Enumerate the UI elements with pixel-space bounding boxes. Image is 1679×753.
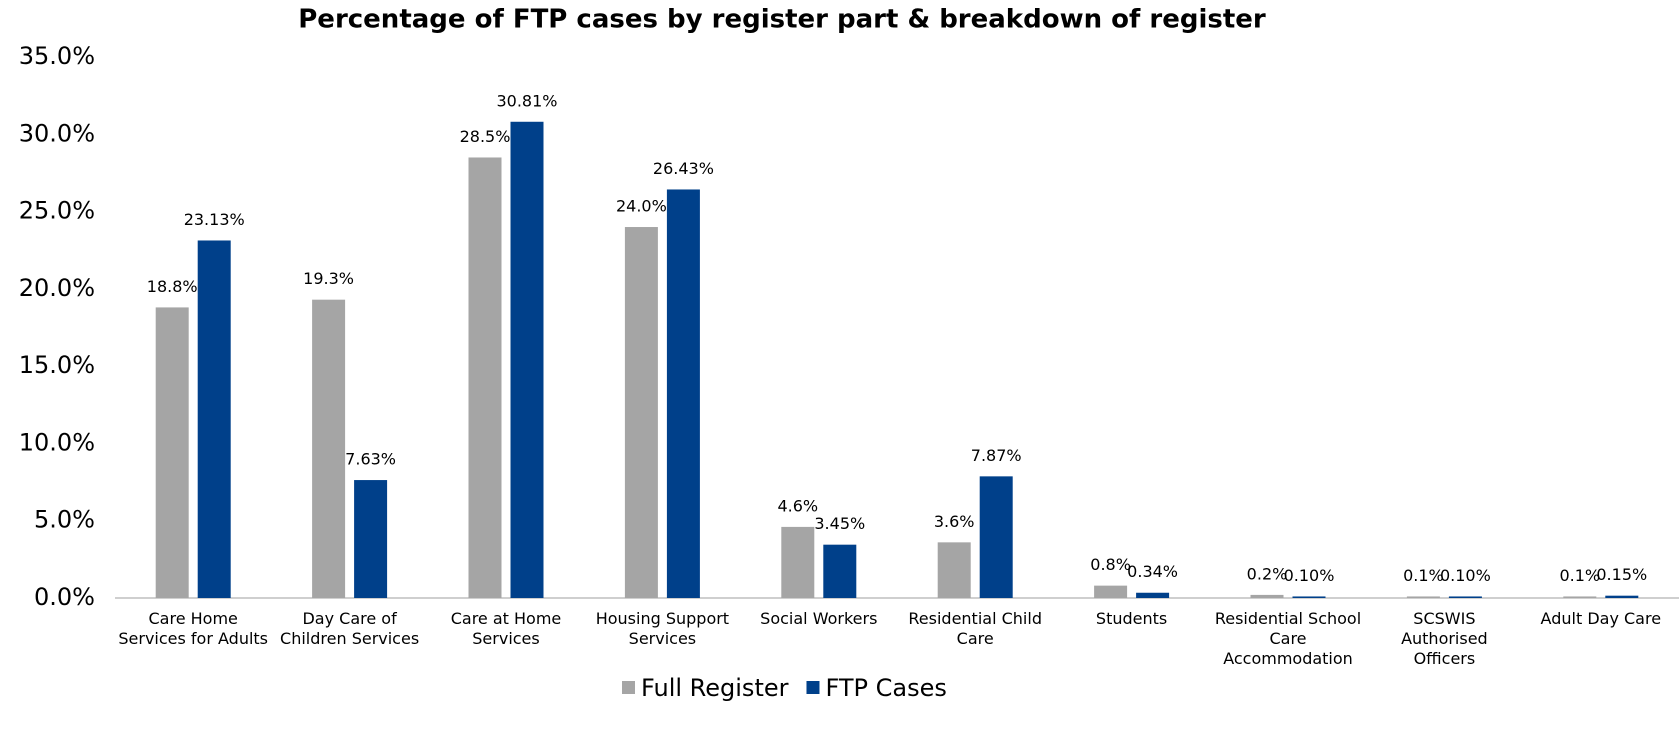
y-tick-label: 15.0% (19, 351, 95, 379)
bar (468, 157, 502, 598)
bar (354, 480, 388, 598)
bar (624, 227, 658, 598)
data-label: 0.10% (1440, 566, 1491, 585)
bar (1136, 592, 1170, 598)
x-tick-label: Day Care of Children Services (280, 609, 420, 648)
data-label: 0.8% (1090, 555, 1131, 574)
x-tick-label: Students (1095, 609, 1168, 628)
data-label: 7.87% (971, 446, 1022, 465)
data-label: 0.1% (1403, 566, 1444, 585)
legend-label: FTP Cases (825, 674, 946, 702)
data-label: 0.1% (1559, 566, 1600, 585)
data-label: 7.63% (345, 450, 396, 469)
data-label: 28.5% (460, 127, 511, 146)
y-tick-label: 30.0% (19, 119, 95, 147)
data-label: 0.34% (1127, 562, 1178, 581)
chart-title: Percentage of FTP cases by register part… (298, 5, 1266, 35)
bar (666, 189, 700, 598)
x-tick-label: Adult Day Care (1540, 609, 1662, 628)
data-label: 19.3% (303, 269, 354, 288)
bar (1563, 596, 1597, 598)
bar (937, 542, 971, 598)
x-tick-label: Care at Home Services (450, 609, 562, 648)
y-tick-label: 20.0% (19, 274, 95, 302)
y-tick-label: 25.0% (19, 197, 95, 225)
bar (312, 299, 346, 598)
bar (979, 476, 1013, 598)
y-tick-label: 0.0% (34, 583, 95, 611)
legend-swatch (806, 681, 820, 694)
x-tick-label: Residential Child Care (908, 609, 1042, 648)
bar (1292, 596, 1326, 598)
bar (197, 240, 231, 598)
data-label: 24.0% (616, 197, 667, 216)
legend-swatch (622, 681, 635, 694)
data-label: 4.6% (777, 496, 818, 515)
data-label: 0.10% (1284, 566, 1335, 585)
legend-label: Full Register (641, 674, 789, 702)
data-label: 26.43% (653, 159, 714, 178)
y-tick-label: 10.0% (19, 428, 95, 456)
y-tick-label: 5.0% (34, 506, 95, 534)
bar (823, 544, 857, 598)
data-label: 18.8% (147, 277, 198, 296)
data-label: 3.45% (814, 514, 865, 533)
x-tick-label: Care Home Services for Adults (118, 609, 269, 648)
bar (155, 307, 189, 598)
data-label: 0.15% (1596, 565, 1647, 584)
data-label: 30.81% (496, 91, 557, 110)
bar (1448, 596, 1482, 598)
bar (1250, 594, 1284, 598)
bar (510, 121, 544, 598)
data-label: 23.13% (184, 210, 245, 229)
bar (1605, 595, 1639, 598)
data-label: 3.6% (934, 512, 975, 531)
bar (1094, 585, 1128, 598)
y-tick-label: 35.0% (19, 42, 95, 70)
data-label: 0.2% (1247, 564, 1288, 583)
x-tick-label: SCSWIS Authorised Officers (1401, 609, 1488, 668)
bar (781, 526, 815, 598)
x-tick-label: Housing Support Services (595, 609, 730, 648)
bar (1406, 596, 1440, 598)
x-tick-label: Residential School Care Accommodation (1214, 609, 1362, 668)
x-tick-label: Social Workers (760, 609, 878, 628)
